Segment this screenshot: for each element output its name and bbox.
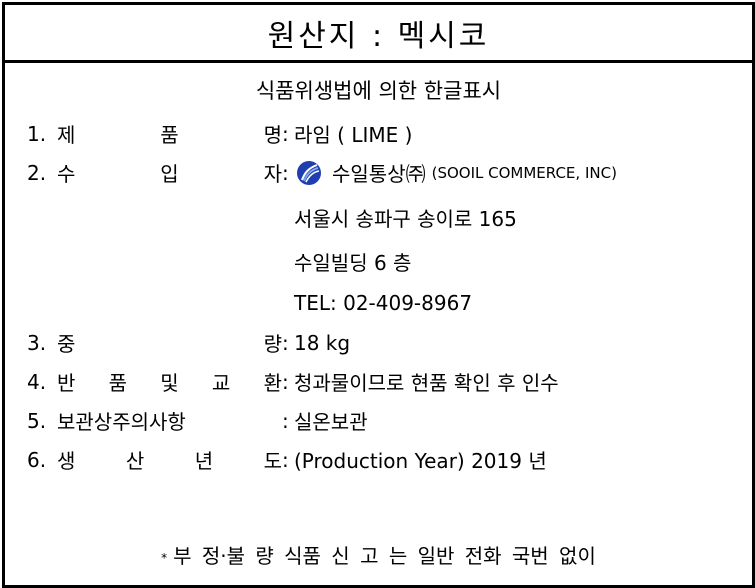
row-number: 2. xyxy=(27,160,47,185)
weight-value: 18 kg xyxy=(294,330,351,355)
importer-company-en: (SOOIL COMMERCE, INC) xyxy=(431,163,617,182)
importer-tel: TEL: 02-409-8967 xyxy=(294,291,473,315)
importer-building: 수일빌딩 6 층 xyxy=(294,251,412,275)
row-number: 3. xyxy=(27,330,47,355)
origin-header: 원산지 : 멕시코 xyxy=(5,5,752,63)
product-name-value: 라임 ( LIME ) xyxy=(294,123,413,147)
importer-company-ko: 수일통상㈜ xyxy=(332,162,426,186)
report-notice: * 부 정·불 량 식품 신 고 는 일반 전화 국번 없이 xyxy=(5,540,752,569)
row-number: 1. xyxy=(27,121,47,146)
row-key: 반 품 및 교 환 xyxy=(57,371,282,395)
row-weight: 3. 중 량 : 18 kg xyxy=(27,328,350,357)
production-year-value: (Production Year) 2019 년 xyxy=(294,449,547,473)
storage-value: 실온보관 xyxy=(294,410,368,434)
importer-value: 수일통상㈜ (SOOIL COMMERCE, INC) xyxy=(294,158,617,187)
row-number: 4. xyxy=(27,369,47,394)
asterisk-mark: * xyxy=(161,550,168,565)
row-key: 보관상주의사항 xyxy=(57,410,186,434)
feather-swirl-icon xyxy=(297,160,321,185)
importer-address: 서울시 송파구 송이로 165 xyxy=(294,207,517,231)
row-number: 6. xyxy=(27,447,47,472)
row-key: 중 량 xyxy=(57,332,282,356)
row-importer: 2. 수 입 자 : 수일통상㈜ (SOOIL COMMERCE, INC) xyxy=(27,158,617,187)
label-subtitle: 식품위생법에 의한 한글표시 xyxy=(255,79,502,103)
row-key: 수 입 자 xyxy=(57,162,282,186)
row-product-name: 1. 제 품 명 : 라임 ( LIME ) xyxy=(27,119,412,148)
row-return-exchange: 4. 반 품 및 교 환 : 청과물이므로 현품 확인 후 인수 xyxy=(27,367,559,396)
row-key: 생 산 년 도 xyxy=(57,449,282,473)
origin-title: 원산지 : 멕시코 xyxy=(267,18,490,54)
row-storage: 5. 보관상주의사항 : 실온보관 xyxy=(27,406,368,435)
return-exchange-value: 청과물이므로 현품 확인 후 인수 xyxy=(294,371,559,395)
row-key: 제 품 명 xyxy=(57,123,282,147)
row-production-year: 6. 생 산 년 도 : (Production Year) 2019 년 xyxy=(27,445,547,474)
report-notice-text: 부 정·불 량 식품 신 고 는 일반 전화 국번 없이 xyxy=(173,544,596,568)
row-number: 5. xyxy=(27,408,47,433)
